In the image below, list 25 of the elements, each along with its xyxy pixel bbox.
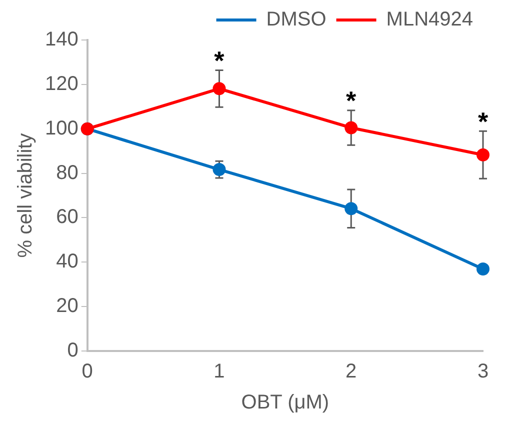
y-tick-label: 80 bbox=[56, 162, 78, 184]
y-tick-label: 120 bbox=[44, 72, 78, 95]
x-axis-title: OBT (μM) bbox=[241, 392, 330, 414]
point bbox=[476, 148, 490, 162]
y-tick-label: 40 bbox=[56, 250, 78, 273]
x-tick-label: 0 bbox=[82, 360, 93, 383]
point bbox=[212, 82, 226, 96]
annotation: * bbox=[346, 86, 358, 116]
legend-label: DMSO bbox=[266, 8, 326, 31]
legend-label: MLN4924 bbox=[386, 8, 473, 31]
y-axis-title: % cell viability bbox=[14, 133, 37, 258]
point bbox=[212, 163, 226, 176]
x-tick-label: 2 bbox=[346, 360, 357, 383]
point bbox=[344, 121, 358, 134]
x-tick-label: 3 bbox=[477, 360, 489, 383]
annotation: * bbox=[214, 45, 226, 76]
y-tick-label: 20 bbox=[56, 295, 78, 318]
y-tick-label: 140 bbox=[44, 28, 78, 51]
annotation: * bbox=[478, 106, 489, 136]
y-tick-label: 0 bbox=[67, 340, 78, 362]
y-tick-label: 100 bbox=[44, 117, 78, 140]
x-tick-label: 1 bbox=[214, 360, 225, 383]
point bbox=[344, 202, 358, 216]
point bbox=[476, 262, 490, 276]
y-tick-label: 60 bbox=[56, 206, 78, 228]
